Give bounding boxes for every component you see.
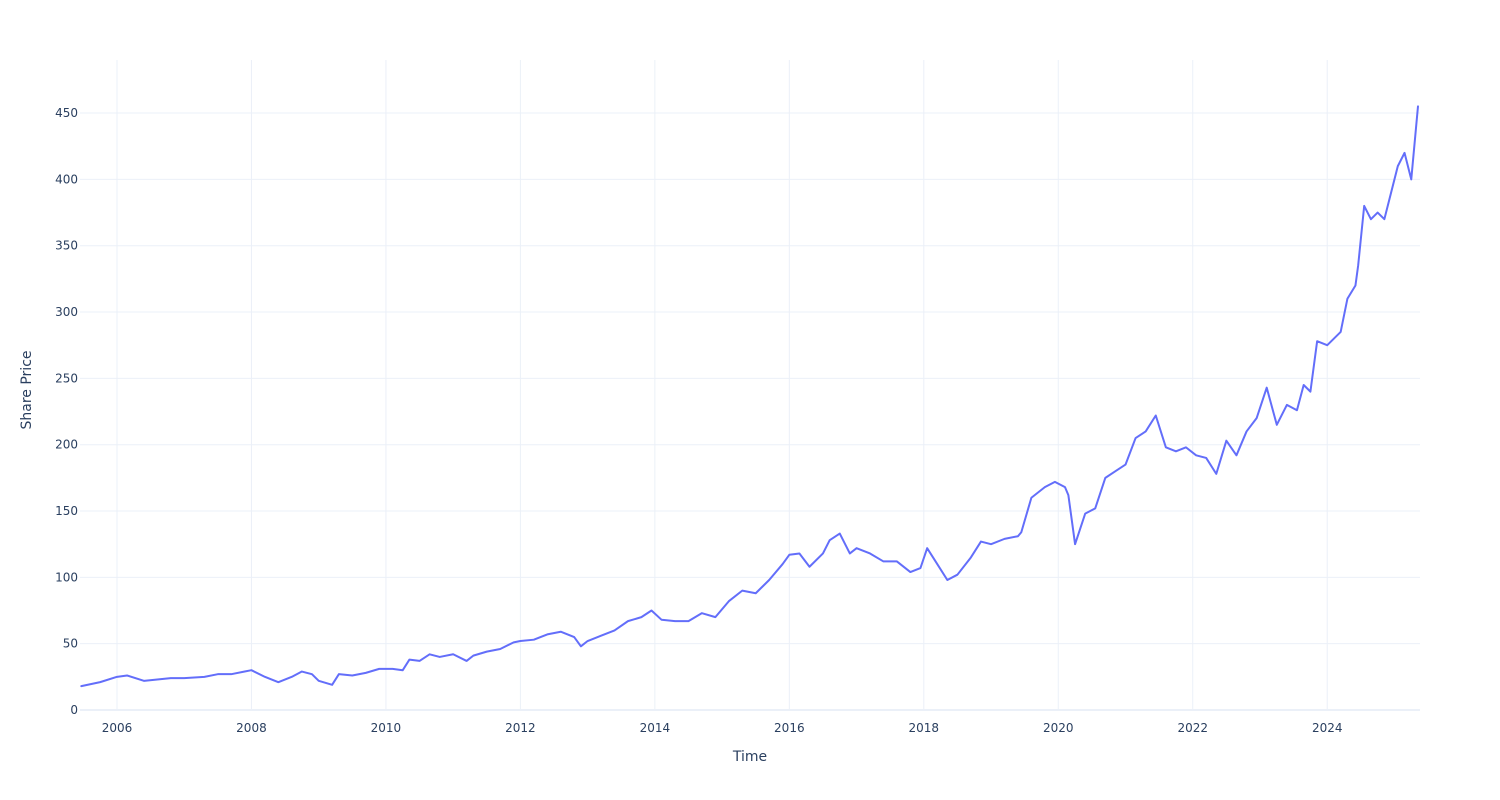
y-tick-label: 250 (55, 371, 78, 385)
y-tick-label: 0 (70, 703, 78, 717)
x-tick-label: 2012 (505, 721, 536, 735)
share-price-line (80, 105, 1419, 688)
x-tick-label: 2020 (1043, 721, 1074, 735)
series-layer (80, 105, 1419, 688)
x-tick-label: 2006 (102, 721, 133, 735)
x-tick-label: 2016 (774, 721, 805, 735)
y-tick-label: 450 (55, 106, 78, 120)
y-tick-label: 100 (55, 570, 78, 584)
y-axis-title: Share Price (19, 350, 35, 429)
y-tick-label: 400 (55, 172, 78, 186)
x-tick-label: 2022 (1177, 721, 1208, 735)
grid-layer (80, 60, 1420, 711)
y-tick-label: 50 (63, 637, 78, 651)
y-tick-label: 200 (55, 438, 78, 452)
x-tick-label: 2018 (909, 721, 940, 735)
y-tick-label: 300 (55, 305, 78, 319)
y-tick-label: 350 (55, 239, 78, 253)
x-axis-title: Time (732, 749, 767, 765)
y-tick-label: 150 (55, 504, 78, 518)
x-tick-label: 2014 (640, 721, 671, 735)
y-tick-labels: 0 50 100 150 200 250 300 350 400 450 (55, 106, 78, 717)
x-tick-label: 2008 (236, 721, 267, 735)
x-tick-label: 2010 (371, 721, 402, 735)
x-tick-label: 2024 (1312, 721, 1343, 735)
x-tick-labels: 2006 2008 2010 2012 2014 2016 2018 2020 2022 2024 (102, 721, 1343, 735)
